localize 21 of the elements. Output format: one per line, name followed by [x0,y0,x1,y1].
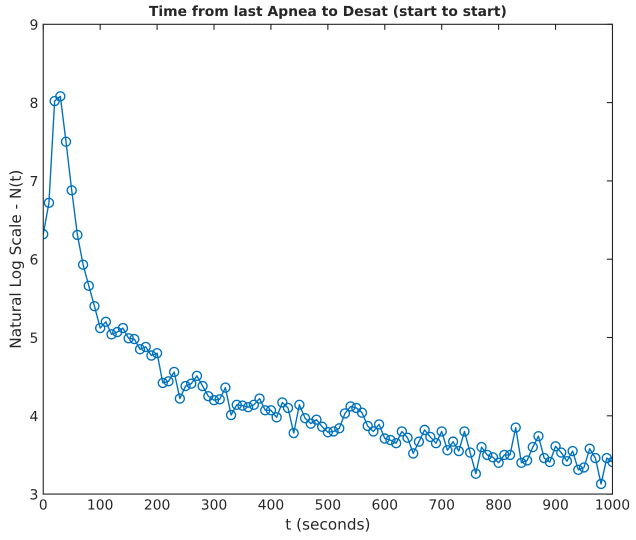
y-tick-label: 5 [30,332,38,343]
x-tick-label: 900 [543,499,568,510]
y-tick-label: 6 [30,254,38,265]
x-tick-label: 500 [316,499,340,510]
y-axis-title: Natural Log Scale - N(t) [9,171,24,348]
x-tick-label: 0 [40,499,47,510]
x-tick-label: 600 [372,499,398,510]
y-tick-label: 9 [30,19,38,30]
y-tick-label: 4 [30,410,38,422]
x-tick-label: 700 [430,499,454,510]
x-tick-label: 300 [202,499,226,510]
x-tick-label: 1000 [596,499,630,510]
y-tick-label: 3 [30,489,38,500]
x-tick-label: 400 [258,499,284,510]
y-tick-label: 8 [30,98,38,108]
x-tick-label: 800 [486,499,511,510]
x-tick-label: 200 [144,499,170,510]
x-axis-title: t (seconds) [286,518,370,532]
y-tick-label: 7 [30,176,38,186]
x-tick-label: 100 [88,499,112,510]
chart-title: Time from last Apnea to Desat (start to start) [148,5,506,19]
